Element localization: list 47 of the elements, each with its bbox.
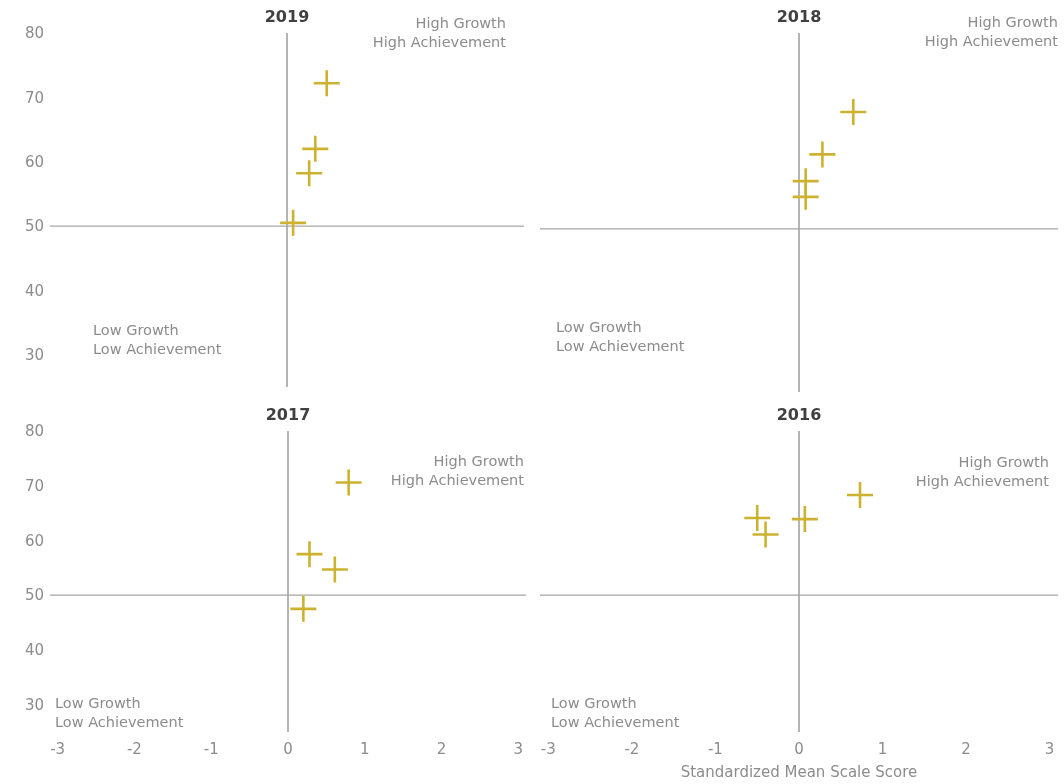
x-tick-label: -3 xyxy=(50,740,66,758)
y-tick-label: 70 xyxy=(24,476,44,495)
annotation: Low Growth xyxy=(556,319,642,335)
x-tick-label: -2 xyxy=(126,740,142,758)
y-tick-label: 30 xyxy=(24,695,44,714)
annotation: Low Growth xyxy=(93,322,179,338)
text: High Growth xyxy=(415,15,506,31)
x-axis-title: Standardized Mean Scale Score xyxy=(680,763,918,781)
y-tick-label: 40 xyxy=(24,641,44,660)
x-tick-label: 0 xyxy=(794,740,804,758)
chart-title: 2018 xyxy=(776,7,822,26)
annotation: High Growth xyxy=(433,453,524,469)
annotation: Low Achievement xyxy=(551,714,680,730)
y-tick-label: 30 xyxy=(24,346,44,365)
annotation: High Growth xyxy=(958,454,1049,470)
y-tick-label: 60 xyxy=(24,152,44,171)
y-tick-label: 60 xyxy=(24,531,44,550)
annotation: High Achievement xyxy=(390,472,525,488)
annotation: Low Growth xyxy=(55,695,141,711)
annotation: High Achievement xyxy=(924,33,1059,49)
chart-title: 2017 xyxy=(265,405,311,424)
y-tick-label: 80 xyxy=(24,24,44,43)
x-tick-label: 0 xyxy=(283,740,293,758)
x-tick-label: 2 xyxy=(961,740,971,758)
y-tick-label: 70 xyxy=(24,88,44,107)
annotation: Low Achievement xyxy=(55,714,184,730)
y-tick-label: 40 xyxy=(24,281,44,300)
annotation: Low Achievement xyxy=(556,338,685,354)
annotation: Low Achievement xyxy=(93,341,222,357)
chart-title: 2019 xyxy=(264,7,310,26)
annotation: Low Growth xyxy=(551,695,637,711)
x-tick-label: 1 xyxy=(360,740,370,758)
annotation: High Achievement xyxy=(915,473,1050,489)
x-tick-label: 1 xyxy=(877,740,888,758)
x-tick-label: -3 xyxy=(540,740,556,758)
y-tick-label: 80 xyxy=(24,422,44,441)
annotation: High Achievement xyxy=(372,34,507,50)
x-tick-label: 3 xyxy=(513,740,524,758)
x-tick-label: 2 xyxy=(436,740,447,758)
x-tick-label: 3 xyxy=(1044,740,1055,758)
x-tick-label: -2 xyxy=(624,740,640,758)
chart-title: 2016 xyxy=(776,405,822,424)
x-tick-label: -1 xyxy=(203,740,219,758)
text: High Growth xyxy=(967,14,1058,30)
y-tick-label: 50 xyxy=(24,586,44,605)
y-tick-label: 50 xyxy=(24,217,44,236)
x-tick-label: -1 xyxy=(707,740,723,758)
